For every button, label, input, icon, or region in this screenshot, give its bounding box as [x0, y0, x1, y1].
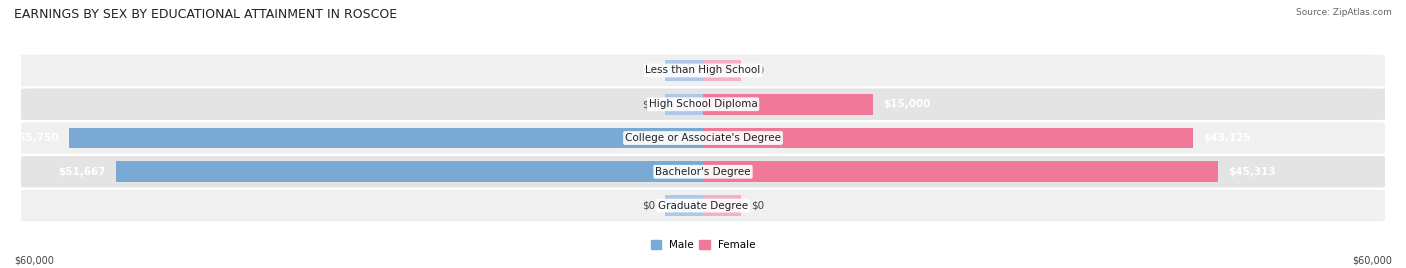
Text: EARNINGS BY SEX BY EDUCATIONAL ATTAINMENT IN ROSCOE: EARNINGS BY SEX BY EDUCATIONAL ATTAINMEN… [14, 8, 396, 21]
FancyBboxPatch shape [14, 87, 1392, 121]
Text: $55,750: $55,750 [11, 133, 59, 143]
Text: $0: $0 [643, 200, 655, 211]
Text: High School Diploma: High School Diploma [648, 99, 758, 109]
FancyBboxPatch shape [14, 54, 1392, 87]
Bar [665, 60, 703, 81]
Bar [665, 94, 703, 115]
Bar [703, 128, 1194, 148]
Text: $45,313: $45,313 [1229, 167, 1275, 177]
Text: Less than High School: Less than High School [645, 65, 761, 76]
Text: $0: $0 [751, 200, 763, 211]
Text: $0: $0 [751, 65, 763, 76]
Text: $43,125: $43,125 [1204, 133, 1251, 143]
FancyBboxPatch shape [14, 189, 1392, 222]
Text: Source: ZipAtlas.com: Source: ZipAtlas.com [1296, 8, 1392, 17]
Bar [115, 161, 703, 182]
Bar [703, 195, 741, 216]
Bar [69, 128, 703, 148]
Text: $0: $0 [643, 65, 655, 76]
Text: $60,000: $60,000 [1353, 255, 1392, 265]
Text: $15,000: $15,000 [884, 99, 931, 109]
Text: Graduate Degree: Graduate Degree [658, 200, 748, 211]
Text: $60,000: $60,000 [14, 255, 53, 265]
FancyBboxPatch shape [14, 121, 1392, 155]
Legend: Male, Female: Male, Female [647, 236, 759, 254]
Text: $51,667: $51,667 [58, 167, 105, 177]
Bar [665, 195, 703, 216]
Bar [703, 60, 741, 81]
FancyBboxPatch shape [14, 155, 1392, 189]
Text: College or Associate's Degree: College or Associate's Degree [626, 133, 780, 143]
Bar [703, 94, 873, 115]
Text: Bachelor's Degree: Bachelor's Degree [655, 167, 751, 177]
Text: $0: $0 [643, 99, 655, 109]
Bar [703, 161, 1218, 182]
